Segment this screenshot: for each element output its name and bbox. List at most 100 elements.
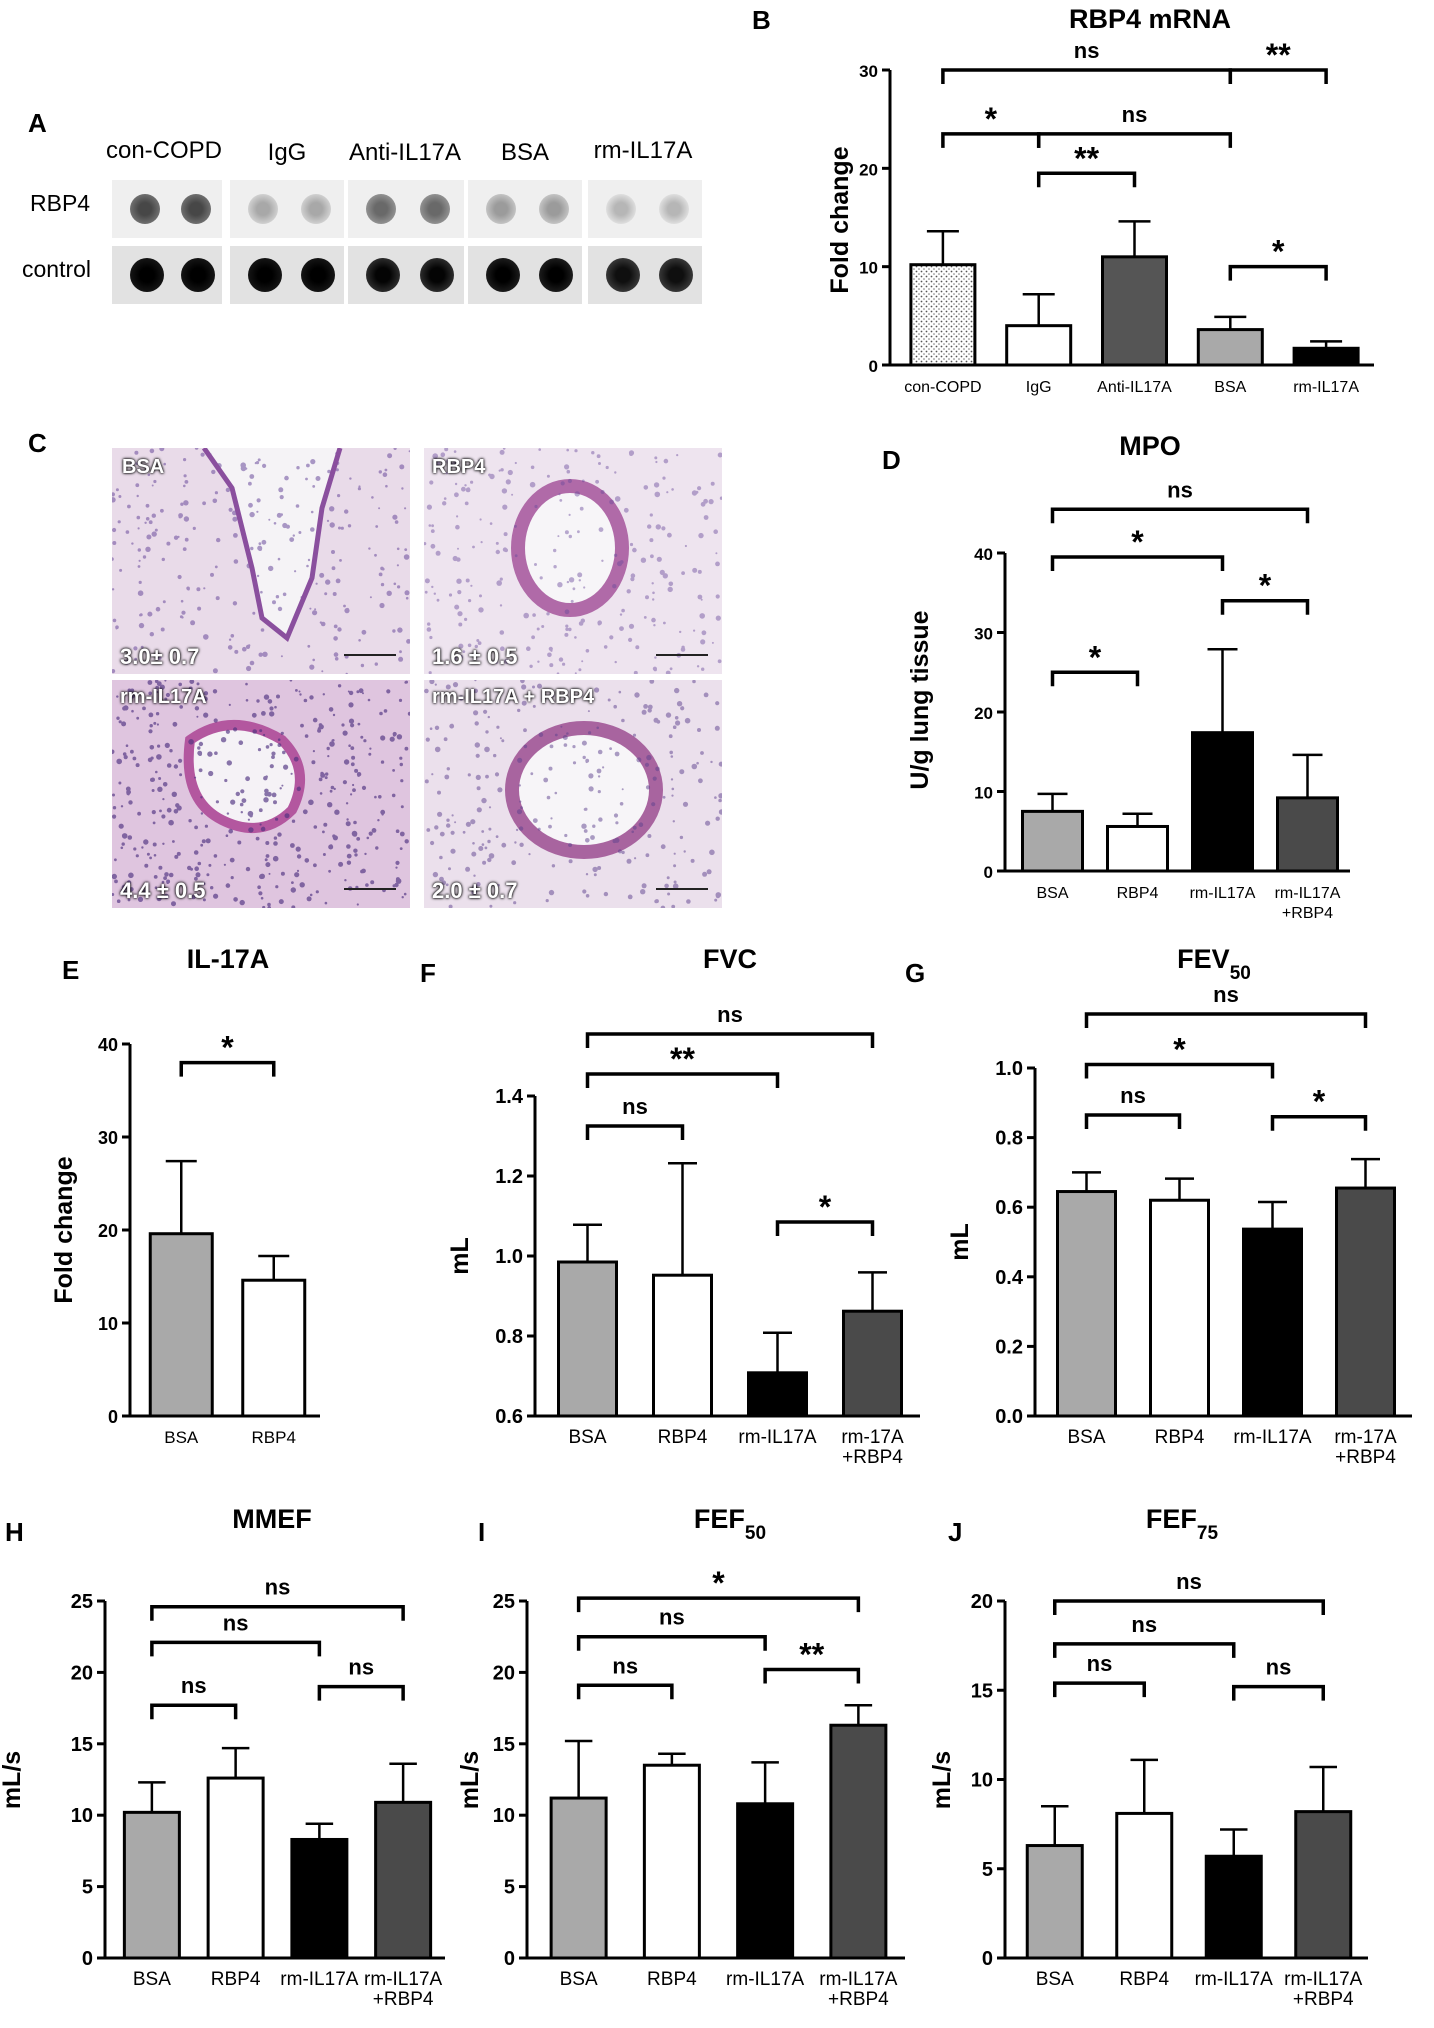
histology-cell	[655, 766, 660, 772]
x-tick-label: +RBP4	[1335, 1447, 1396, 1468]
histology-cell	[351, 755, 356, 760]
histology-cell	[241, 798, 247, 803]
histology-cell	[598, 817, 603, 822]
histology-cell	[440, 452, 446, 457]
histology-cell	[273, 836, 278, 840]
histology-cell	[122, 706, 127, 711]
histology-cell	[148, 712, 154, 718]
histology-cell	[546, 795, 551, 800]
histology-cell	[332, 713, 336, 717]
histology-cell	[147, 611, 153, 617]
chart-title-subscript: 50	[745, 1523, 766, 1544]
significance-bracket	[1053, 1681, 1146, 1698]
bar	[1021, 809, 1084, 873]
histology-cell	[331, 566, 336, 571]
histology-cell	[396, 734, 403, 740]
histology-cell	[115, 488, 119, 492]
histology-cell	[718, 793, 722, 799]
histology-cell	[470, 584, 473, 587]
histology-cell	[487, 857, 492, 863]
histology-cell	[313, 863, 317, 868]
histology-cell	[225, 729, 230, 734]
histology-cell	[640, 557, 647, 563]
histology-cell	[375, 846, 379, 850]
y-tick-label: 15	[971, 1680, 993, 1702]
bar	[1149, 1198, 1210, 1418]
histology-cell	[112, 749, 115, 755]
histology-cell	[112, 497, 116, 503]
histology-cell	[162, 600, 166, 604]
histology-cell	[202, 882, 206, 886]
histology-cell	[183, 484, 186, 488]
histology-cell	[702, 871, 708, 877]
histology-cell	[404, 681, 408, 684]
histology-cell	[313, 825, 318, 829]
histology-cell	[151, 810, 156, 815]
histology-cell	[668, 581, 674, 587]
histology-cell	[404, 839, 409, 844]
histology-cell	[213, 893, 219, 899]
blot-dot	[366, 258, 400, 292]
histology-cell	[473, 688, 478, 694]
y-tick-label: 0	[982, 1948, 993, 1970]
histology-cell	[660, 844, 666, 850]
histology-cell	[156, 896, 162, 902]
histology-cell	[292, 534, 295, 537]
histology-cell	[265, 854, 270, 858]
y-tick-label: 0	[869, 357, 878, 376]
histology-cell	[338, 526, 341, 530]
histology-cell	[710, 481, 715, 486]
histology-cell	[304, 734, 309, 738]
histology-cell	[200, 796, 203, 799]
histology-cell	[718, 798, 722, 803]
histology-cell	[669, 667, 673, 671]
histology-cell	[256, 498, 261, 503]
histology-cell	[271, 792, 277, 798]
bar	[290, 1837, 349, 1960]
histology-cell	[384, 468, 388, 472]
histology-cell	[404, 746, 409, 751]
histology-cell	[585, 649, 590, 653]
histology-cell	[203, 713, 206, 716]
histology-cell	[190, 620, 196, 626]
histology-cell	[464, 617, 468, 621]
significance-bracket	[576, 1683, 674, 1700]
histology-cell	[437, 790, 441, 795]
histology-cell	[507, 469, 513, 476]
histology-cell	[703, 692, 709, 698]
histology-cell	[632, 825, 637, 830]
significance-bracket	[1270, 1114, 1368, 1131]
histology-cell	[212, 498, 218, 504]
histology-cell	[251, 712, 257, 718]
histology-cell	[166, 763, 172, 768]
histology-cell	[644, 762, 650, 767]
histology-cell	[119, 568, 123, 572]
histology-cell	[356, 837, 361, 841]
blot-column-label: rm-IL17A	[593, 137, 693, 164]
bar	[747, 1371, 808, 1418]
histology-cell	[198, 741, 204, 747]
x-tick-label: +RBP4	[373, 1989, 434, 2010]
panel-letter-j: J	[948, 1517, 963, 1547]
y-tick-label: 5	[504, 1877, 515, 1899]
histology-cell	[136, 515, 141, 520]
histology-cell	[249, 511, 255, 518]
histology-cell	[291, 905, 296, 908]
histology-cell	[326, 519, 330, 522]
histology-cell	[671, 904, 676, 908]
histology-cell	[342, 730, 348, 736]
histology-cell	[714, 725, 720, 731]
histology-cell	[379, 711, 383, 716]
bar	[557, 1260, 618, 1418]
histology-cell	[357, 774, 360, 777]
histology-cell	[233, 897, 238, 902]
histology-cell	[282, 750, 286, 755]
histology-cell	[671, 794, 674, 797]
histology-cell	[115, 627, 118, 630]
histology-cell	[127, 835, 133, 840]
significance-label: ns	[622, 1094, 648, 1119]
histology-cell	[454, 492, 459, 498]
histology-cell	[151, 531, 157, 537]
histology-cell	[565, 627, 569, 631]
histology-cell	[385, 484, 388, 488]
